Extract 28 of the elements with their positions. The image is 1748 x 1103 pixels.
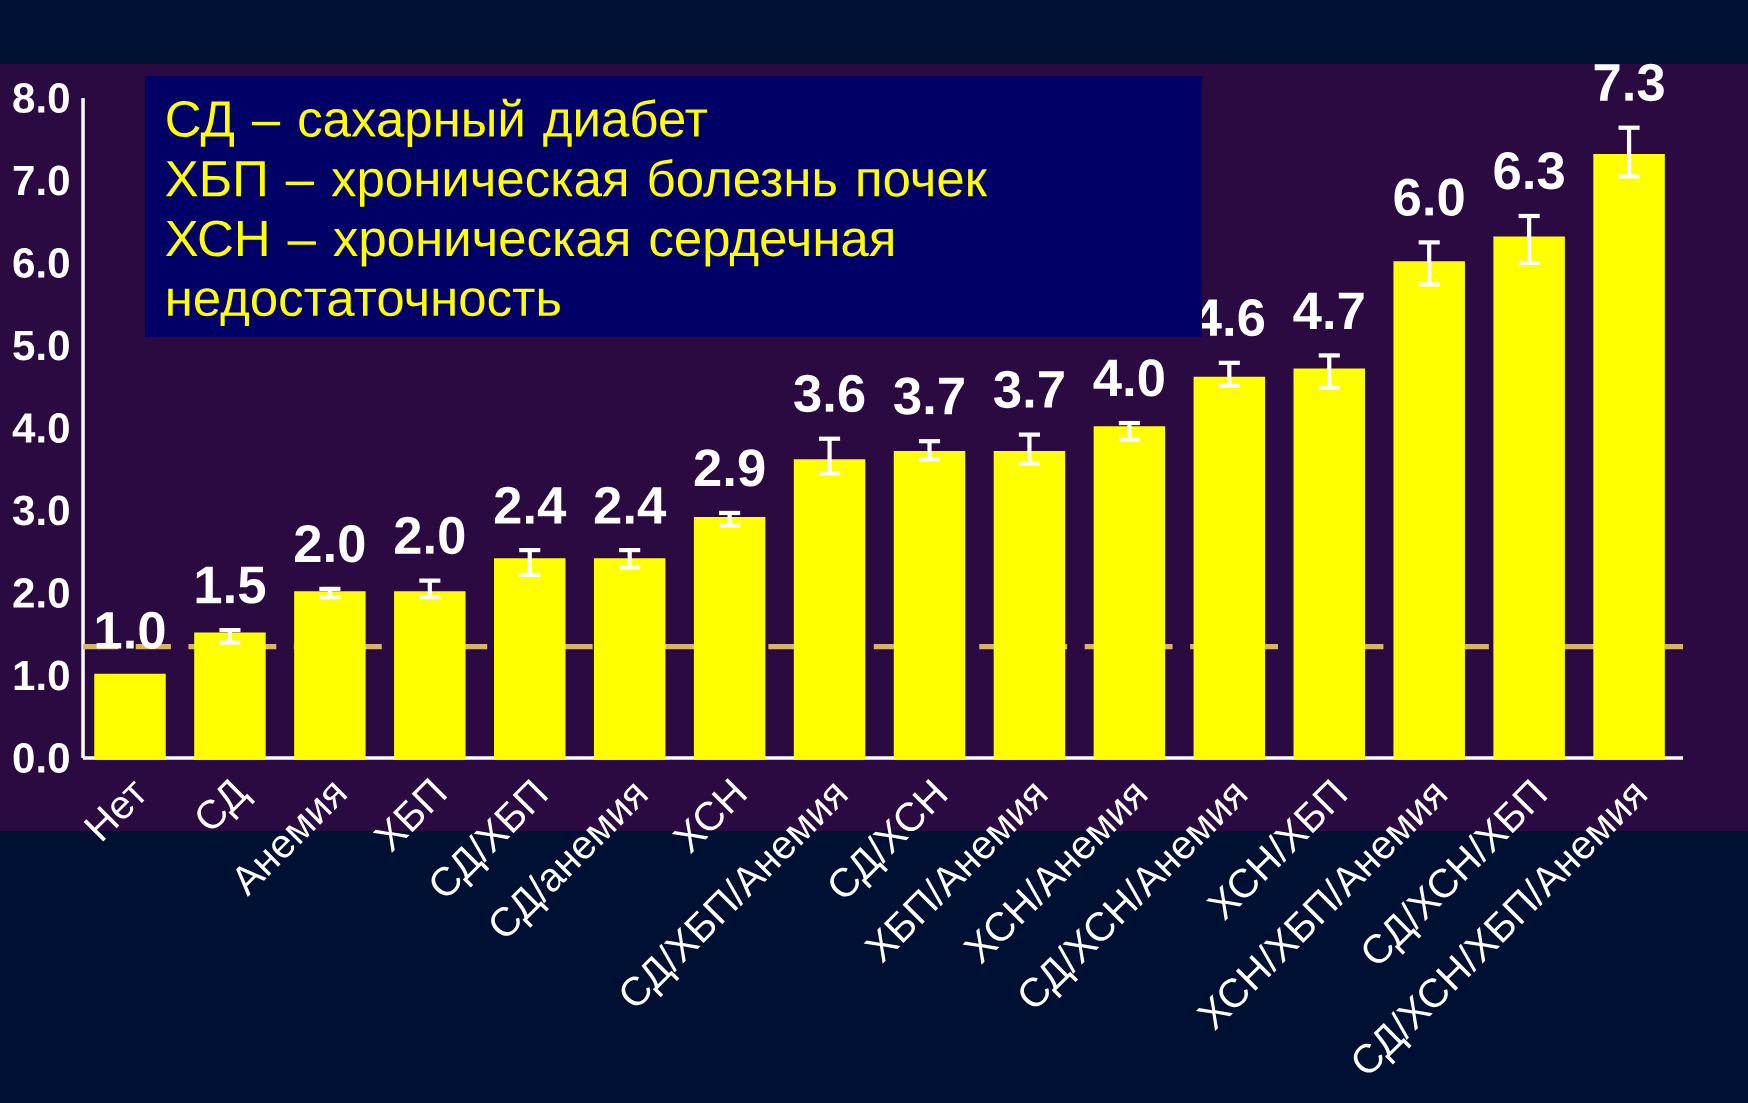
data-label: 2.4	[594, 486, 667, 524]
x-tick-label: Нет	[83, 780, 145, 842]
data-label: 4.7	[1293, 292, 1364, 329]
y-tick-label: 1.0	[14, 660, 69, 691]
data-label: 2.9	[694, 449, 765, 487]
data-label: 6.3	[1494, 152, 1564, 190]
y-tick-label: 4.0	[12, 413, 69, 443]
data-label: 4.0	[1093, 359, 1164, 397]
y-tick-label: 0.0	[13, 743, 69, 773]
annotation: СД – сахарный диабет	[167, 98, 708, 148]
data-label: 7.3	[1594, 63, 1664, 102]
y-tick-label: 7.0	[13, 165, 69, 196]
y-tick-label: 8.0	[13, 83, 69, 113]
data-label: 3.6	[794, 374, 865, 413]
y-tick-label: 3.0	[12, 495, 69, 526]
y-tick-label: 2.0	[13, 578, 69, 608]
data-label: 3.7	[994, 370, 1064, 409]
y-tick-label: 5.0	[13, 330, 69, 361]
data-label: 2.4	[494, 486, 567, 524]
data-label: 1.5	[196, 566, 266, 604]
y-tick-label: 6.0	[13, 248, 69, 278]
data-label: 1.0	[96, 611, 165, 649]
data-label: 6.0	[1394, 178, 1464, 216]
data-label: 2.0	[394, 516, 465, 555]
annotation: ХСН – хроническая сердечная недостаточность	[165, 220, 893, 326]
data-label: 2.0	[295, 525, 365, 563]
annotation: ХБП – хроническая болезнь почек	[165, 158, 988, 207]
data-label: 3.7	[894, 377, 964, 415]
